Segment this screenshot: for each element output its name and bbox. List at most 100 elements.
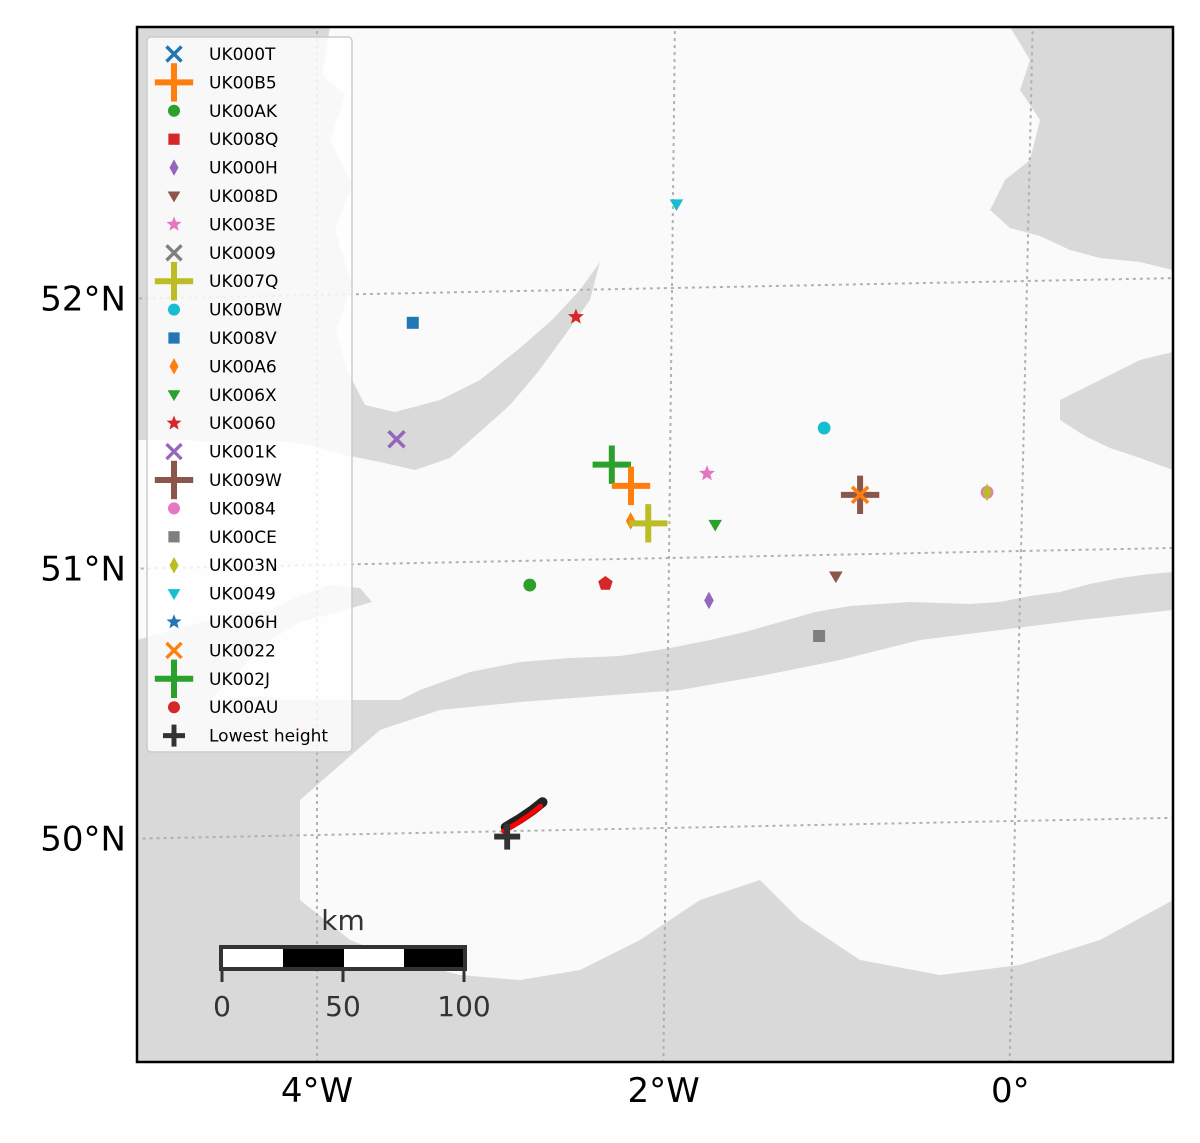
legend: UK000T UK00B5 UK00AK UK008Q UK000H UK008D UK00…	[146, 36, 353, 753]
legend-label: UK0060	[209, 414, 276, 434]
marker-uk003n	[982, 483, 992, 502]
legend-item: UK006X	[167, 386, 277, 406]
longitude-labels: 4°W 2°W 0°	[281, 1071, 1030, 1111]
land-thames-estuary	[1060, 352, 1173, 470]
scale-bar-seg-4	[404, 949, 463, 967]
marker-uk0049	[669, 199, 684, 212]
marker-uk008d	[829, 571, 843, 584]
marker-uk00b5	[611, 466, 651, 506]
lat-label-50: 50°N	[40, 820, 126, 860]
legend-box	[146, 36, 353, 753]
legend-item: UK00AU	[168, 698, 278, 718]
scale-bar-label-0: 0	[213, 990, 231, 1023]
legend-label: UK00BW	[209, 301, 282, 321]
legend-label: UK000H	[209, 159, 278, 179]
legend-marker-3	[168, 133, 180, 145]
legend-marker-8	[154, 262, 194, 301]
legend-marker-18	[169, 556, 179, 574]
legend-label: UK00A6	[209, 357, 277, 377]
legend-marker-10	[168, 332, 180, 344]
scale-bar-title: km	[321, 904, 365, 937]
legend-marker-15	[154, 460, 194, 500]
legend-item: UK006H	[166, 613, 278, 633]
legend-item: UK000H	[169, 159, 278, 179]
sea-areas	[137, 610, 1173, 1062]
lat-label-52: 52°N	[40, 280, 126, 320]
legend-marker-0	[165, 45, 183, 63]
legend-marker-2	[168, 104, 180, 117]
sea-north-france-water	[137, 965, 1173, 1062]
marker-uk000h	[704, 591, 714, 610]
marker-uk0022	[850, 485, 870, 505]
scale-bar-seg-1	[223, 949, 283, 967]
legend-label: UK00B5	[209, 73, 277, 93]
legend-item: UK0049	[167, 585, 276, 605]
legend-marker-7	[165, 244, 183, 262]
marker-uk00ce	[813, 629, 826, 642]
lowest-height-marker	[494, 823, 521, 850]
legend-label: UK00CE	[209, 528, 277, 548]
legend-marker-6	[166, 216, 182, 231]
legend-marker-22	[154, 659, 194, 698]
legend-marker-4	[169, 159, 179, 176]
legend-marker-5	[167, 191, 181, 203]
legend-marker-11	[169, 358, 179, 375]
legend-label: UK00AU	[209, 698, 278, 718]
legend-label: UK006X	[209, 386, 277, 406]
track-line	[501, 803, 544, 834]
scale-bar-label-100: 100	[437, 990, 490, 1023]
legend-item: UK00A6	[169, 357, 277, 377]
legend-item: UK0084	[168, 499, 276, 519]
marker-uk003e	[698, 465, 715, 481]
marker-uk00bw	[817, 421, 831, 435]
legend-marker-14	[165, 442, 183, 461]
marker-uk006x	[708, 519, 722, 532]
scale-bar-seg-2	[283, 949, 344, 967]
marker-uk0060	[567, 308, 584, 324]
meridian-line-1	[662, 27, 676, 1062]
legend-marker-24	[163, 724, 185, 747]
legend-item: UK00CE	[168, 528, 277, 548]
marker-uk001k	[387, 429, 406, 449]
legend-label: UK000T	[209, 45, 276, 65]
legend-label: UK006H	[209, 613, 278, 633]
legend-label: Lowest height	[209, 727, 328, 747]
legend-marker-13	[166, 415, 182, 430]
lon-label-0: 0°	[991, 1071, 1030, 1111]
land-isle-of-wight	[780, 630, 860, 658]
lon-label--4: 4°W	[281, 1071, 353, 1111]
legend-marker-19	[167, 589, 181, 600]
legend-label: UK003E	[209, 215, 276, 235]
land-east-anglia	[990, 27, 1173, 270]
legend-item: UK008D	[167, 187, 278, 207]
legend-label: UK003N	[209, 556, 278, 576]
legend-marker-17	[168, 531, 180, 543]
legend-label: UK0022	[209, 641, 276, 661]
meridian-line-2	[1008, 27, 1034, 1062]
legend-item: UK009W	[154, 460, 282, 500]
legend-item: UK008V	[168, 329, 277, 349]
marker-uk007q	[629, 504, 668, 543]
legend-label: UK0049	[209, 585, 276, 605]
legend-items: UK000T UK00B5 UK00AK UK008Q UK000H UK008D UK00…	[154, 45, 328, 747]
parallel-line-0	[137, 816, 1173, 840]
legend-marker-1	[154, 63, 194, 102]
legend-label: UK00AK	[209, 102, 278, 122]
legend-item: UK00AK	[168, 102, 278, 122]
legend-label: UK0009	[209, 244, 276, 264]
legend-label: UK009W	[209, 471, 282, 491]
latitude-labels: 52°N 51°N 50°N	[40, 280, 126, 860]
legend-item: Lowest height	[163, 724, 328, 747]
flight-track	[494, 797, 548, 850]
legend-label: UK008D	[209, 187, 278, 207]
legend-item: UK008Q	[168, 130, 278, 150]
legend-label: UK008V	[209, 329, 277, 349]
legend-marker-23	[168, 701, 180, 714]
map-area: km 0 50 100 UK000TUK00B5UK00AKUK008QUK00…	[137, 27, 1173, 1062]
legend-item: UK0022	[165, 641, 276, 661]
scale-bar-seg-3	[344, 949, 404, 967]
marker-uk002j	[592, 445, 631, 484]
legend-item: UK00B5	[154, 63, 277, 102]
legend-item: UK001K	[165, 442, 277, 463]
